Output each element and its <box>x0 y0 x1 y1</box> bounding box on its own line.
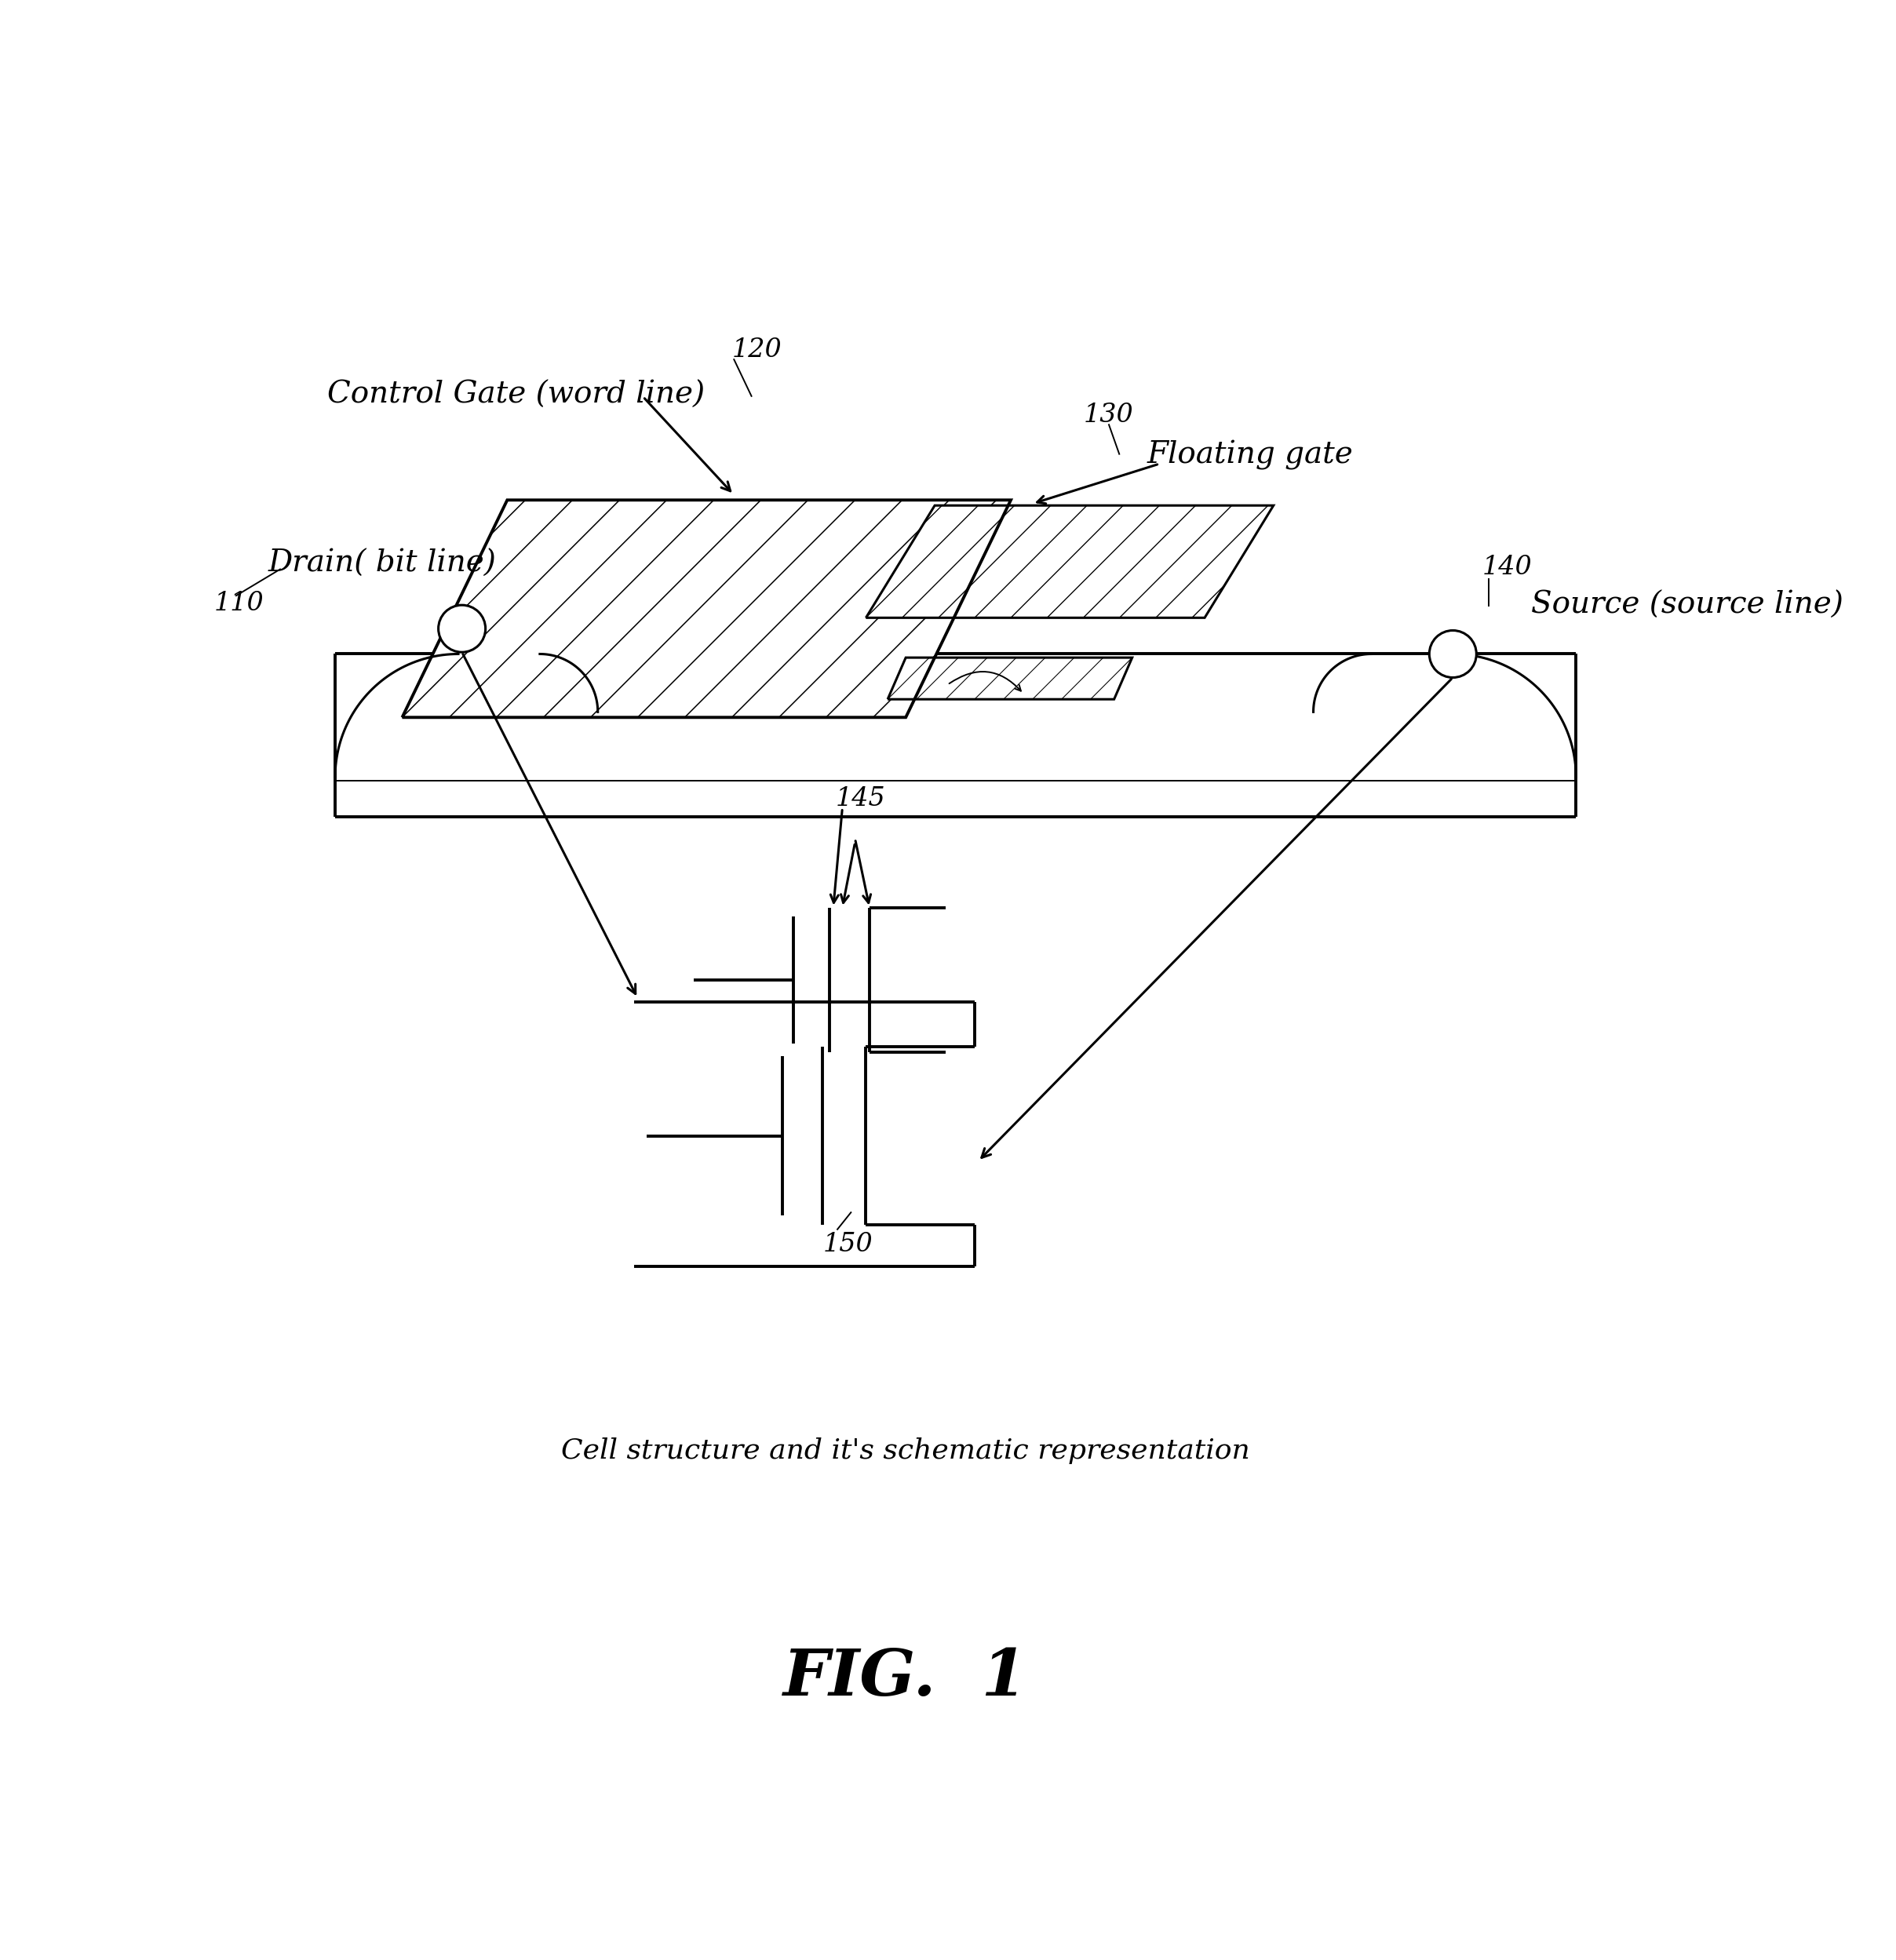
Polygon shape <box>866 506 1274 617</box>
Polygon shape <box>402 500 1011 717</box>
Text: 145: 145 <box>836 786 885 811</box>
Polygon shape <box>336 655 1576 817</box>
Text: Floating gate: Floating gate <box>1147 439 1354 470</box>
Text: Drain( bit line): Drain( bit line) <box>267 549 497 578</box>
Text: 120: 120 <box>732 337 783 363</box>
Polygon shape <box>887 659 1132 700</box>
Circle shape <box>438 606 485 653</box>
Text: 130: 130 <box>1085 402 1134 427</box>
Text: Source (source line): Source (source line) <box>1530 590 1843 619</box>
Text: 140: 140 <box>1483 555 1532 580</box>
Text: 110: 110 <box>214 590 264 615</box>
Text: Cell structure and it's schematic representation: Cell structure and it's schematic repres… <box>561 1437 1249 1464</box>
Text: FIG.  1: FIG. 1 <box>783 1646 1028 1709</box>
Circle shape <box>1430 631 1477 678</box>
Text: 150: 150 <box>823 1233 872 1256</box>
Text: Control Gate (word line): Control Gate (word line) <box>328 380 705 410</box>
